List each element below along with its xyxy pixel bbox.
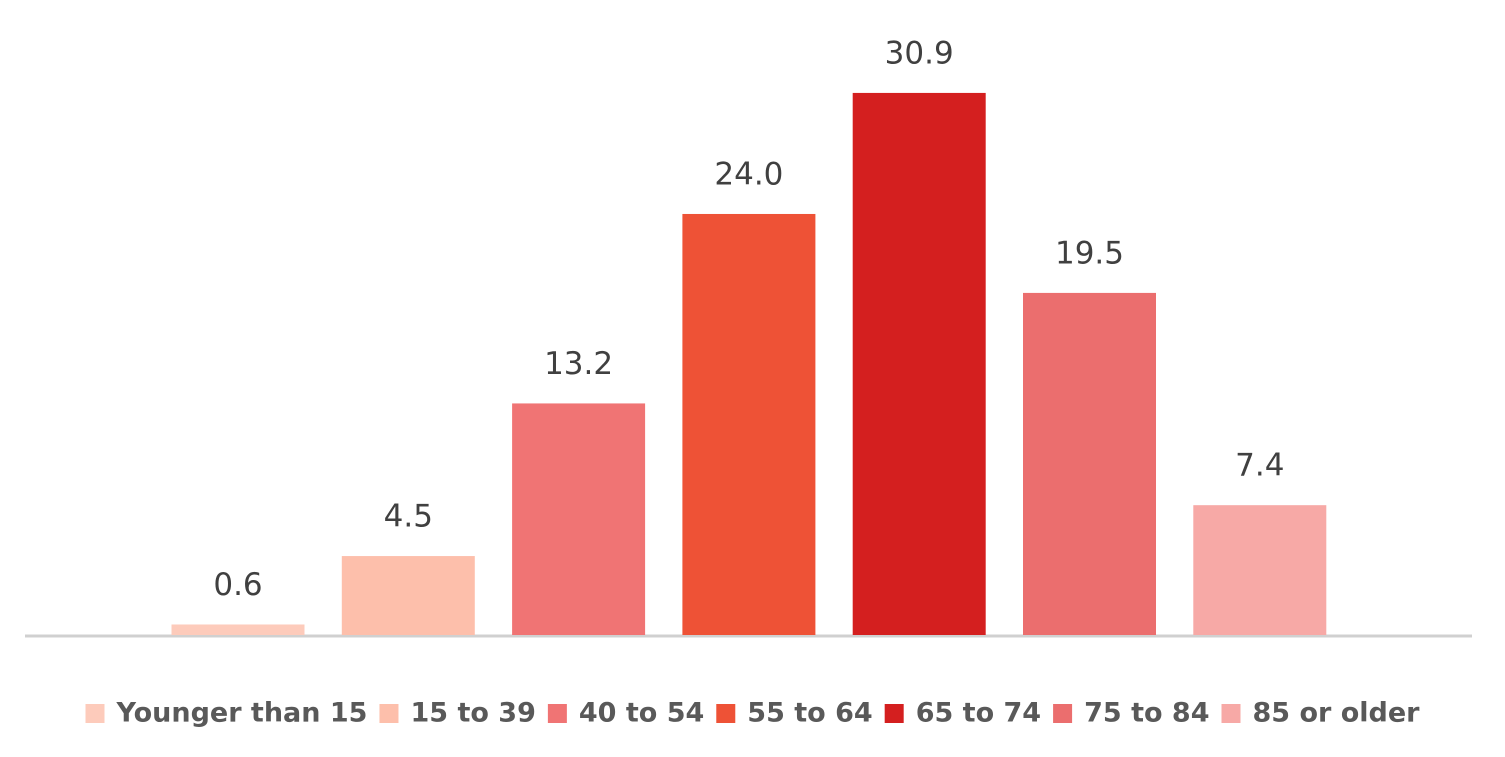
- legend-label: 75 to 84: [1084, 698, 1209, 729]
- legend-swatch: [884, 704, 904, 723]
- legend-label: 65 to 74: [916, 698, 1041, 729]
- legend-label: 40 to 54: [579, 698, 704, 729]
- data-label: 7.4: [1235, 448, 1284, 484]
- data-label: 4.5: [384, 499, 433, 535]
- legend-swatch: [379, 704, 399, 723]
- bar: [1023, 292, 1156, 635]
- legend-swatch: [547, 704, 567, 723]
- data-label: 24.0: [714, 156, 783, 192]
- data-label: 0.6: [213, 567, 262, 603]
- bar: [171, 624, 305, 635]
- legend-swatch: [1221, 704, 1241, 723]
- bar: [852, 92, 986, 635]
- bar: [682, 213, 816, 635]
- legend-swatch: [1053, 704, 1073, 723]
- bar: [512, 403, 646, 635]
- data-label: 13.2: [544, 346, 613, 382]
- data-label: 30.9: [885, 35, 954, 71]
- legend-swatch: [85, 704, 105, 723]
- bar: [341, 556, 475, 635]
- legend-label: 15 to 39: [410, 698, 535, 729]
- legend-label: 55 to 64: [747, 698, 872, 729]
- legend-label: 85 or older: [1253, 698, 1421, 729]
- bar: [1193, 505, 1327, 635]
- legend-swatch: [716, 704, 736, 723]
- legend-label: Younger than 15: [116, 698, 368, 729]
- data-label: 19.5: [1055, 235, 1124, 271]
